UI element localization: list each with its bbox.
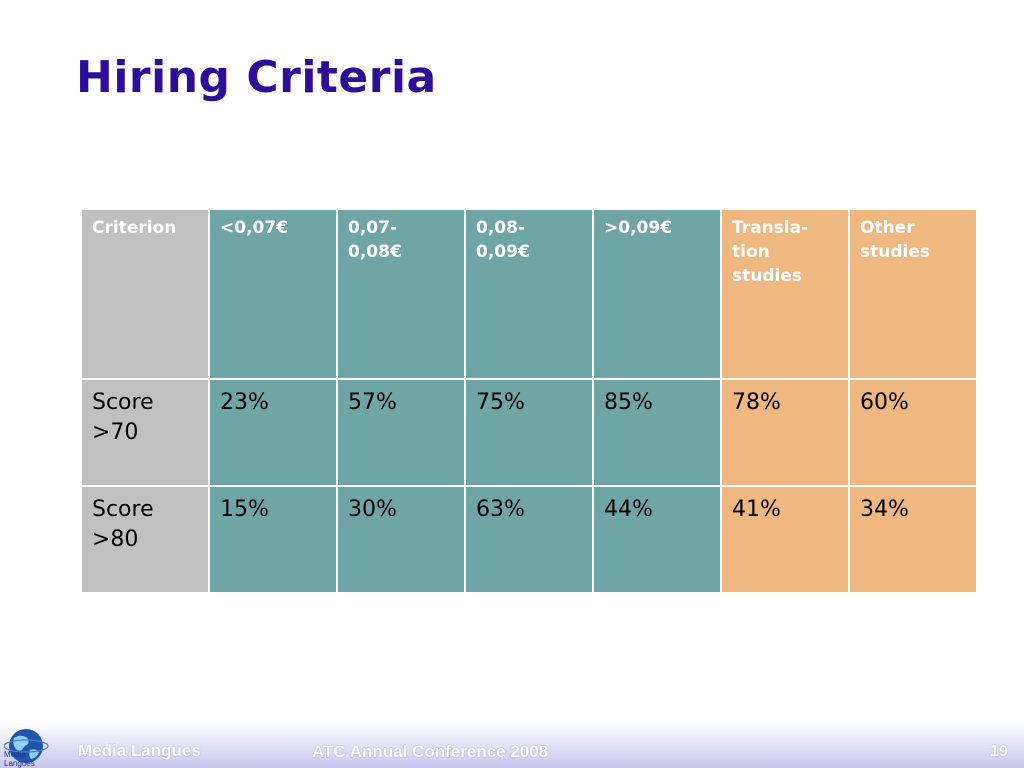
header-cell-translation-studies: Transla- tion studies bbox=[720, 208, 850, 380]
table-cell: 44% bbox=[592, 485, 722, 594]
table-row-score-70: Score >70 23% 57% 75% 85% 78% 60% bbox=[80, 378, 978, 487]
header-line: 0,08€ bbox=[348, 242, 402, 262]
header-cell-criterion: Criterion bbox=[80, 208, 210, 380]
row-label-cell: Score >80 bbox=[80, 485, 210, 594]
header-cell-007-008: 0,07- 0,08€ bbox=[336, 208, 466, 380]
table-cell: 41% bbox=[720, 485, 850, 594]
table-cell: 34% bbox=[848, 485, 978, 594]
logo-text-line: Media bbox=[4, 750, 26, 759]
row-label-line: Score bbox=[92, 497, 154, 522]
header-line: 0,07- bbox=[348, 218, 397, 238]
page-number: 19 bbox=[990, 743, 1008, 760]
header-line: studies bbox=[732, 266, 802, 286]
header-cell-008-009: 0,08- 0,09€ bbox=[464, 208, 594, 380]
header-line: <0,07€ bbox=[220, 218, 289, 238]
globe-logo-icon bbox=[4, 729, 49, 763]
hiring-criteria-table: Criterion <0,07€ 0,07- 0,08€ 0,08- 0,09€… bbox=[80, 208, 978, 594]
logo-text-line: Langues bbox=[4, 759, 35, 768]
row-label-cell: Score >70 bbox=[80, 378, 210, 487]
row-label-line: >70 bbox=[92, 420, 139, 445]
row-label-line: >80 bbox=[92, 527, 139, 552]
table-cell: 57% bbox=[336, 378, 466, 487]
slide-footer bbox=[0, 722, 1024, 768]
table-cell: 30% bbox=[336, 485, 466, 594]
header-line: 0,08- bbox=[476, 218, 525, 238]
logo-text: Media Langues bbox=[4, 750, 35, 768]
header-cell-below-007: <0,07€ bbox=[208, 208, 338, 380]
header-line: Other bbox=[860, 218, 915, 238]
header-line: studies bbox=[860, 242, 930, 262]
table-cell: 78% bbox=[720, 378, 850, 487]
footer-brand: Media Langues bbox=[78, 741, 201, 760]
row-label-line: Score bbox=[92, 390, 154, 415]
slide-title: Hiring Criteria bbox=[76, 52, 437, 103]
table-cell: 23% bbox=[208, 378, 338, 487]
table-cell: 15% bbox=[208, 485, 338, 594]
header-cell-other-studies: Other studies bbox=[848, 208, 978, 380]
table-cell: 75% bbox=[464, 378, 594, 487]
header-line: >0,09€ bbox=[604, 218, 673, 238]
header-line: Criterion bbox=[92, 218, 177, 238]
footer-conference: ATC Annual Conference 2008 bbox=[312, 742, 549, 761]
header-cell-above-009: >0,09€ bbox=[592, 208, 722, 380]
header-line: Transla- bbox=[732, 218, 809, 238]
table-row-score-80: Score >80 15% 30% 63% 44% 41% 34% bbox=[80, 485, 978, 594]
table-header-row: Criterion <0,07€ 0,07- 0,08€ 0,08- 0,09€… bbox=[80, 208, 978, 380]
table-cell: 60% bbox=[848, 378, 978, 487]
table-cell: 85% bbox=[592, 378, 722, 487]
table-cell: 63% bbox=[464, 485, 594, 594]
header-line: tion bbox=[732, 242, 770, 262]
header-line: 0,09€ bbox=[476, 242, 530, 262]
